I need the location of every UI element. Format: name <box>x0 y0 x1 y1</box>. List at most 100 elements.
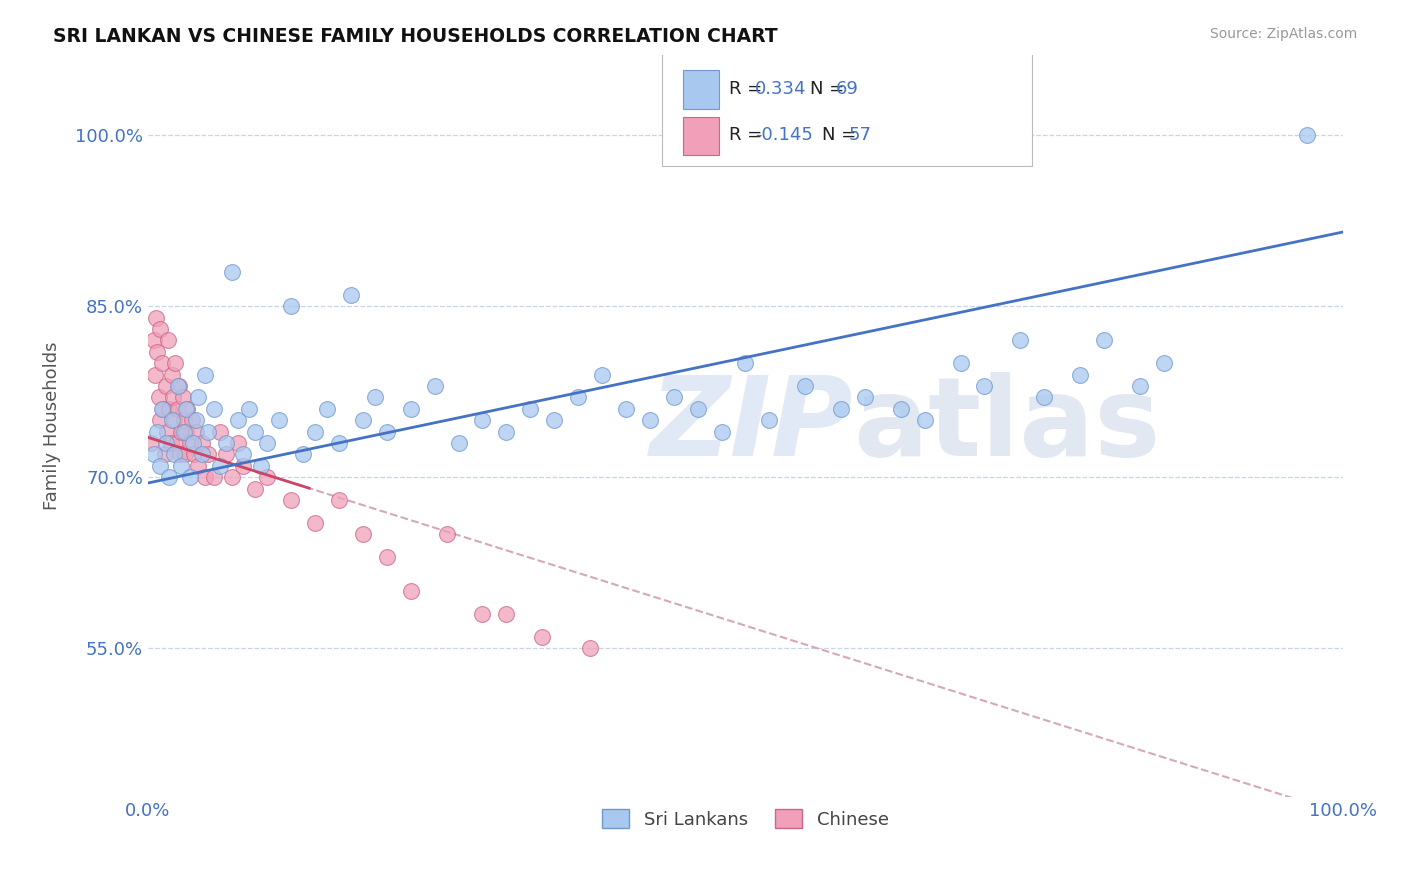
Point <box>179 470 201 484</box>
Point <box>146 344 169 359</box>
Point <box>194 470 217 484</box>
Text: N =: N = <box>823 127 862 145</box>
Point <box>375 550 398 565</box>
Point <box>292 448 315 462</box>
Text: -0.145: -0.145 <box>755 127 813 145</box>
Point <box>399 401 422 416</box>
Point <box>1296 128 1319 142</box>
Point <box>153 448 176 462</box>
Point <box>150 356 173 370</box>
Point <box>194 368 217 382</box>
Point <box>304 516 326 530</box>
Point <box>169 448 191 462</box>
Point <box>471 607 494 622</box>
Point <box>208 458 231 473</box>
Point <box>734 356 756 370</box>
Point <box>190 448 212 462</box>
Point <box>190 436 212 450</box>
Text: ZIP: ZIP <box>650 373 853 480</box>
Point <box>340 287 363 301</box>
Point <box>162 391 184 405</box>
Point <box>614 401 637 416</box>
Point <box>173 425 195 439</box>
Point <box>280 299 302 313</box>
Text: atlas: atlas <box>853 373 1160 480</box>
Point <box>163 413 186 427</box>
Text: R =: R = <box>728 127 768 145</box>
Point <box>1153 356 1175 370</box>
Point <box>591 368 613 382</box>
Point <box>1092 334 1115 348</box>
Point <box>173 413 195 427</box>
Point <box>170 458 193 473</box>
Point <box>250 458 273 473</box>
Point <box>157 401 180 416</box>
Point <box>143 368 166 382</box>
Point <box>174 448 197 462</box>
Point <box>579 641 602 656</box>
Point <box>890 401 912 416</box>
Point <box>423 379 446 393</box>
Point <box>181 413 204 427</box>
Point <box>758 413 780 427</box>
Point <box>181 436 204 450</box>
Point <box>226 436 249 450</box>
Point <box>1010 334 1032 348</box>
Text: SRI LANKAN VS CHINESE FAMILY HOUSEHOLDS CORRELATION CHART: SRI LANKAN VS CHINESE FAMILY HOUSEHOLDS … <box>53 27 778 45</box>
Point <box>145 310 167 325</box>
Point <box>174 425 197 439</box>
Point <box>176 401 198 416</box>
Point <box>232 448 254 462</box>
Point <box>328 436 350 450</box>
FancyBboxPatch shape <box>662 52 1032 167</box>
Point <box>710 425 733 439</box>
Point <box>399 584 422 599</box>
Point <box>165 356 187 370</box>
Point <box>269 413 291 427</box>
Point <box>853 391 876 405</box>
Text: R =: R = <box>728 80 768 98</box>
Point <box>352 413 374 427</box>
Point <box>519 401 541 416</box>
Point <box>159 436 181 450</box>
Text: N =: N = <box>810 80 851 98</box>
Point <box>949 356 972 370</box>
Point <box>166 401 188 416</box>
Point <box>256 470 278 484</box>
Point <box>973 379 995 393</box>
Point <box>156 425 179 439</box>
Point <box>364 391 387 405</box>
Point <box>221 470 243 484</box>
Point <box>794 379 817 393</box>
Point <box>495 607 517 622</box>
Point <box>170 425 193 439</box>
Point <box>187 458 209 473</box>
Point <box>167 379 190 393</box>
Point <box>232 458 254 473</box>
Point <box>1033 391 1056 405</box>
Point <box>280 493 302 508</box>
Point <box>447 436 470 450</box>
Point <box>221 265 243 279</box>
Point <box>256 436 278 450</box>
Point <box>202 401 225 416</box>
Point <box>352 527 374 541</box>
Point <box>531 630 554 644</box>
Point <box>149 458 172 473</box>
Point <box>155 436 177 450</box>
Point <box>1129 379 1152 393</box>
Point <box>686 401 709 416</box>
Point <box>157 470 180 484</box>
Point <box>166 379 188 393</box>
Point <box>245 425 267 439</box>
Point <box>197 425 219 439</box>
Y-axis label: Family Households: Family Households <box>44 342 60 510</box>
Point <box>316 401 339 416</box>
Point <box>226 413 249 427</box>
Point <box>375 425 398 439</box>
Point <box>146 425 169 439</box>
Bar <box>683 117 718 155</box>
Text: 57: 57 <box>848 127 872 145</box>
Point <box>214 448 236 462</box>
Bar <box>683 70 718 109</box>
